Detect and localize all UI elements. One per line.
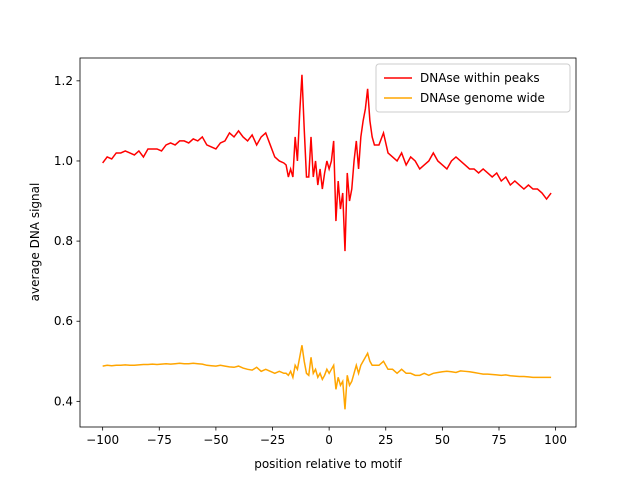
x-tick-label: 100 — [544, 433, 567, 447]
x-tick-label: 25 — [378, 433, 393, 447]
data-line — [102, 74, 552, 252]
y-tick-label: 0.6 — [54, 314, 73, 328]
legend-label: DNAse within peaks — [420, 71, 540, 85]
data-line — [102, 345, 552, 410]
x-tick-label: −25 — [260, 433, 285, 447]
legend-box — [375, 63, 571, 113]
y-axis-label: average DNA signal — [28, 183, 42, 302]
legend-label: DNAse genome wide — [420, 91, 545, 105]
x-tick-label: −75 — [147, 433, 172, 447]
y-tick-label: 0.4 — [54, 394, 73, 408]
x-tick-label: 0 — [325, 433, 333, 447]
y-tick-label: 1.2 — [54, 74, 73, 88]
x-tick-label: −100 — [86, 433, 119, 447]
y-tick-label: 0.8 — [54, 234, 73, 248]
y-tick-label: 1.0 — [54, 154, 73, 168]
x-axis-label: position relative to motif — [254, 457, 402, 471]
x-tick-label: 75 — [491, 433, 506, 447]
axes-frame — [79, 57, 577, 428]
x-tick-label: 50 — [435, 433, 450, 447]
x-tick-label: −50 — [203, 433, 228, 447]
